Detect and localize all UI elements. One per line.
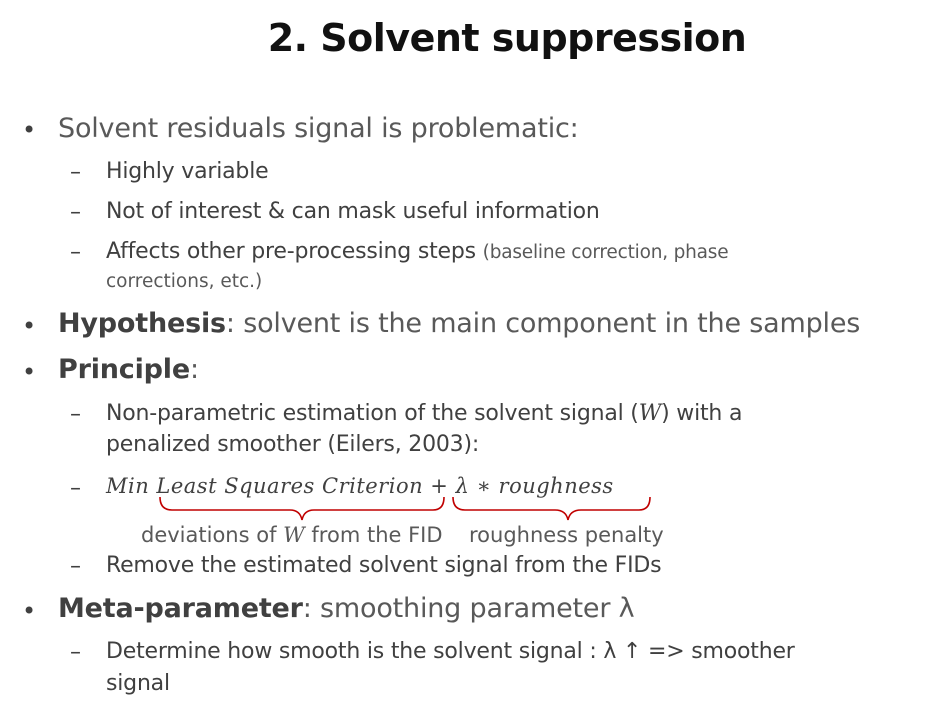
nonparam-text-b: ) with a	[661, 401, 743, 426]
dash-marker: –	[70, 240, 81, 265]
brace-right	[452, 496, 651, 521]
annotation-var: W	[283, 523, 305, 547]
dash-marker: –	[70, 200, 81, 225]
bullet-meta-parameter: Meta-parameter: smoothing parameter λ	[58, 593, 635, 624]
nonparam-text-a: Non-parametric estimation of the solvent…	[106, 401, 639, 426]
annotation-left-a: deviations of	[141, 523, 284, 547]
sub-not-of-interest: Not of interest & can mask useful inform…	[106, 199, 600, 224]
sub-highly-variable: Highly variable	[106, 159, 269, 184]
dash-marker: –	[70, 402, 81, 427]
formula: Min Least Squares Criterion + λ ∗ roughn…	[106, 474, 614, 498]
hypothesis-text: : solvent is the main component in the s…	[225, 308, 861, 339]
sub-determine-line2: signal	[106, 671, 170, 696]
sub-nonparametric-line1: Non-parametric estimation of the solvent…	[106, 401, 742, 426]
principle-text: :	[189, 354, 199, 385]
annotation-left-b: from the FID	[304, 523, 443, 547]
annotation-roughness: roughness penalty	[469, 523, 664, 547]
dash-marker: –	[70, 476, 81, 501]
bullet-solvent-residuals: Solvent residuals signal is problematic:	[58, 113, 579, 144]
sub-determine-line1: Determine how smooth is the solvent sign…	[106, 639, 795, 664]
brace-left	[159, 496, 445, 521]
sub-affects-steps-note: (baseline correction, phase	[482, 242, 729, 263]
bullet-hypothesis: Hypothesis: solvent is the main componen…	[58, 308, 860, 339]
bullet-dot: •	[22, 597, 37, 625]
formula-left: Min Least Squares Criterion	[106, 474, 424, 498]
principle-label: Principle	[58, 354, 190, 385]
bullet-principle: Principle:	[58, 354, 199, 385]
sub-affects-steps: Affects other pre-processing steps (base…	[106, 239, 729, 264]
bullet-dot: •	[22, 358, 37, 386]
sub-affects-steps-note-cont: corrections, etc.)	[106, 271, 263, 292]
dash-marker: –	[70, 640, 81, 665]
annotation-deviations: deviations of W from the FID	[141, 523, 443, 547]
bullet-dot: •	[22, 116, 37, 144]
sub-affects-steps-text: Affects other pre-processing steps	[106, 239, 476, 264]
dash-marker: –	[70, 160, 81, 185]
meta-parameter-text: : smoothing parameter λ	[302, 593, 635, 624]
sub-remove-solvent: Remove the estimated solvent signal from…	[106, 553, 662, 578]
meta-parameter-label: Meta-parameter	[58, 593, 303, 624]
dash-marker: –	[70, 554, 81, 579]
sub-nonparametric-line2: penalized smoother (Eilers, 2003):	[106, 432, 480, 457]
var-w: W	[638, 401, 662, 426]
slide-title: 2. Solvent suppression	[267, 16, 747, 60]
formula-right: λ ∗ roughness	[455, 474, 614, 498]
hypothesis-label: Hypothesis	[58, 308, 226, 339]
formula-plus: +	[430, 474, 449, 498]
bullet-dot: •	[22, 312, 37, 340]
